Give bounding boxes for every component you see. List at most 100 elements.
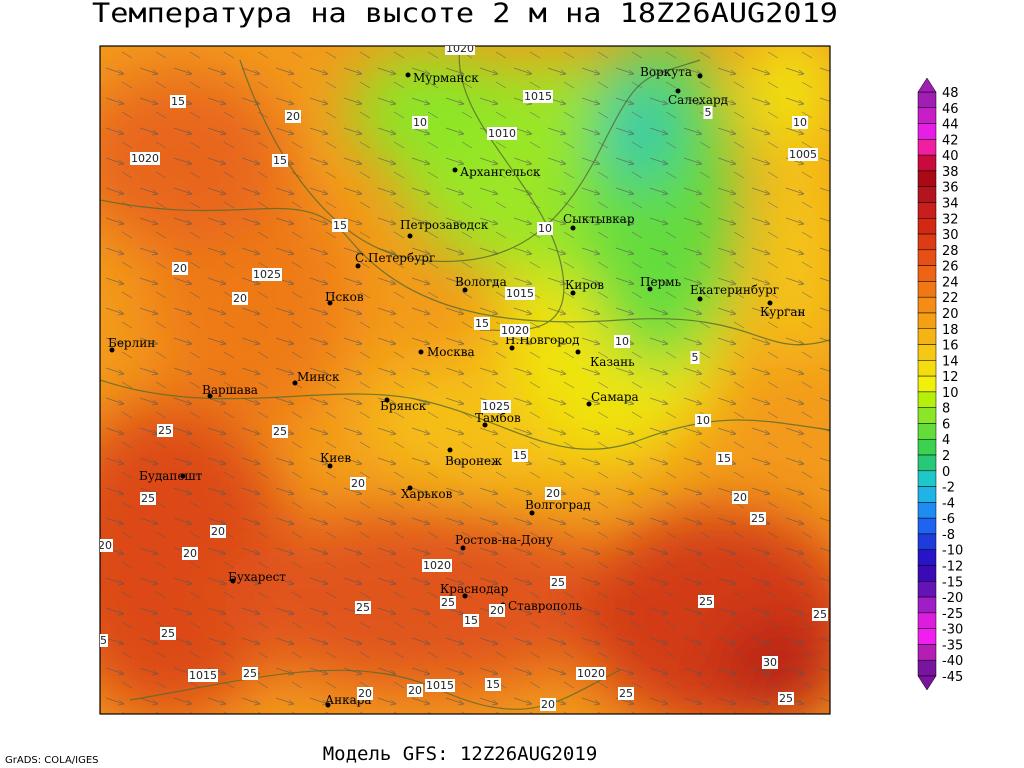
- colorbar-swatch: [917, 91, 937, 109]
- colorbar-swatch: [917, 107, 937, 124]
- contour-label: 25: [551, 576, 565, 589]
- colorbar-label: 6: [942, 417, 950, 432]
- contour-label: 25: [779, 692, 793, 705]
- contour-label-box: [695, 414, 711, 427]
- city-dot: [355, 263, 361, 269]
- colorbar-swatch: [917, 281, 937, 298]
- colorbar-swatch: [917, 612, 937, 629]
- city-label: Сыктывкар: [563, 212, 635, 226]
- colorbar-swatch: [917, 375, 937, 393]
- colorbar-swatch: [917, 249, 937, 266]
- colorbar-label: -12: [942, 560, 963, 575]
- colorbar-label: 36: [942, 181, 959, 196]
- contour-label-box: [182, 547, 198, 560]
- contour-label: 15: [464, 614, 478, 627]
- contour-label: 15: [717, 452, 731, 465]
- colorbar-swatch: [917, 391, 937, 408]
- colorbar-swatch: [917, 644, 937, 661]
- contour-label-box: [140, 492, 156, 505]
- contour-label: 25: [699, 595, 713, 608]
- colorbar-label: -2: [942, 481, 955, 496]
- contour-label-box: [732, 491, 748, 504]
- contour-label-box: [160, 627, 176, 640]
- colorbar-label: 16: [942, 339, 959, 354]
- city-dot: [509, 345, 515, 351]
- contour-label-box: [172, 262, 188, 275]
- contour-label: 20: [490, 604, 504, 617]
- city-dot: [405, 72, 411, 78]
- contour-label-box: [407, 684, 423, 697]
- city-label: Архангельск: [460, 165, 541, 179]
- contour-label-box: [618, 687, 634, 700]
- contour-label: 1025: [253, 268, 281, 281]
- city-dot: [207, 393, 213, 399]
- contour-label: 10: [615, 335, 629, 348]
- colorbar-swatch: [917, 659, 937, 677]
- colorbar-swatch: [917, 265, 937, 282]
- colorbar-label: 8: [942, 402, 950, 417]
- contour-label: 25: [619, 687, 633, 700]
- city-label: С.Петербург: [355, 251, 435, 265]
- city-dot: [407, 485, 413, 491]
- city-dot: [647, 286, 653, 292]
- colorbar-swatch: [917, 423, 937, 440]
- contour-label: 1005: [789, 148, 817, 161]
- contour-label: 25: [93, 634, 107, 647]
- contour-label-box: [422, 559, 452, 572]
- contour-label: 1015: [524, 90, 552, 103]
- city-dot: [529, 510, 535, 516]
- contour-label-box: [545, 487, 561, 500]
- contour-label: 20: [211, 525, 225, 538]
- contour-label: 25: [441, 596, 455, 609]
- colorbar-label: 0: [942, 465, 950, 480]
- city-label: Пермь: [640, 275, 682, 289]
- colorbar-swatch: [917, 549, 937, 566]
- city-label: Ростов-на-Дону: [455, 533, 553, 547]
- city-dot: [230, 578, 236, 584]
- contour-label: 25: [141, 492, 155, 505]
- contour-label-box: [332, 219, 348, 232]
- city-label: Краснодар: [440, 582, 509, 596]
- contour-label-box: [762, 656, 778, 669]
- contour-label-box: [778, 692, 794, 705]
- cities: Мурманск Воркута Салехард Архангельск Сыктыв…: [108, 65, 805, 708]
- contour-label: 1020: [446, 42, 474, 55]
- contour-label: 20: [183, 547, 197, 560]
- city-dot: [697, 296, 703, 302]
- city-dot: [675, 88, 681, 94]
- colorbar-label: 20: [942, 307, 959, 322]
- city-dot: [460, 545, 466, 551]
- colorbar-label: 42: [942, 133, 959, 148]
- colorbar-label: -15: [942, 575, 963, 590]
- contour-label: 20: [408, 684, 422, 697]
- colorbar-label: 40: [942, 149, 959, 164]
- contour-label-box: [489, 604, 505, 617]
- contour-label-box: [703, 106, 713, 119]
- contour-label-box: [481, 400, 511, 413]
- contour-label-box: [188, 669, 218, 682]
- contour-label: 20: [546, 487, 560, 500]
- colorbar: 4846444240383634323028262422201816141210…: [917, 77, 963, 691]
- colorbar-label: 44: [942, 118, 959, 133]
- contour-label-box: [576, 667, 606, 680]
- colorbar-swatch: [917, 454, 937, 472]
- contour-label: 20: [351, 477, 365, 490]
- city-label: Псков: [325, 290, 364, 304]
- colorbar-label: 38: [942, 165, 959, 180]
- city-dot: [180, 473, 186, 479]
- colorbar-swatch: [917, 360, 937, 377]
- contour-label-box: [614, 335, 630, 348]
- city-dot: [462, 287, 468, 293]
- colorbar-label: -30: [942, 623, 963, 638]
- contour-label-box: [550, 576, 566, 589]
- colorbar-swatch: [917, 438, 937, 456]
- city-label: Мурманск: [413, 71, 479, 85]
- contour-label: 15: [513, 449, 527, 462]
- contour-label: 20: [286, 110, 300, 123]
- city-dot: [325, 702, 331, 708]
- colorbar-label: 2: [942, 449, 950, 464]
- colorbar-bottom: [917, 675, 937, 691]
- contour-label-box: [540, 698, 556, 711]
- colorbar-label: 28: [942, 244, 959, 259]
